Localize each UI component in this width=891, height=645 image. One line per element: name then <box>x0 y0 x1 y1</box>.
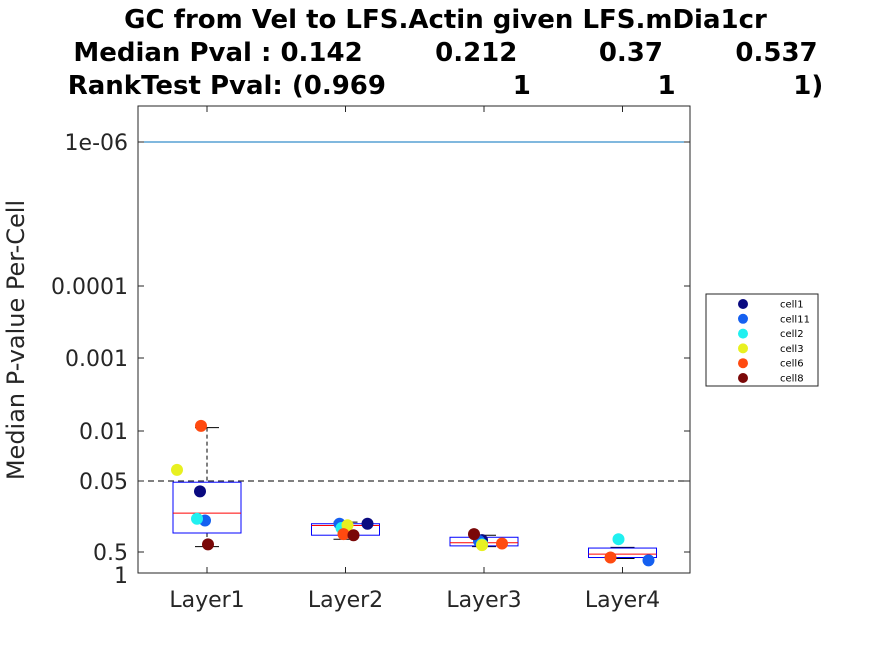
point-cell8 <box>347 529 360 542</box>
plot-area <box>137 105 691 574</box>
point-cell2 <box>191 512 203 525</box>
point-cell3 <box>476 539 488 552</box>
x-tick-label: Layer4 <box>585 588 660 613</box>
legend-box <box>705 293 819 387</box>
legend-marker-cell8 <box>738 373 748 383</box>
y-tick-label: 0.0001 <box>51 275 128 300</box>
legend-marker-cell2 <box>738 328 748 339</box>
box-layer4 <box>588 546 657 560</box>
x-tick-label: Layer2 <box>308 588 383 613</box>
point-cell3 <box>171 463 183 476</box>
point-cell6 <box>604 551 617 564</box>
chart-title-line-3: RankTest Pval: (0.969 1 1 1) <box>67 71 824 101</box>
point-cell1 <box>361 517 374 530</box>
y-axis-label: Median P-value Per-Cell <box>2 200 30 480</box>
y-tick-label: 0.01 <box>79 420 128 445</box>
legend-label-cell6: cell6 <box>780 359 804 370</box>
y-tick-label: 0.5 <box>93 541 128 566</box>
legend-label-cell11: cell11 <box>780 314 810 325</box>
y-tick-label: 1e-06 <box>65 131 128 156</box>
legend-label-cell1: cell1 <box>780 300 804 311</box>
point-cell6 <box>337 528 350 541</box>
point-cell8 <box>468 528 480 541</box>
chart-title-line-1: GC from Vel to LFS.Actin given LFS.mDia1… <box>124 5 767 35</box>
y-tick-label: 0.05 <box>79 470 128 495</box>
y-tick-label: 0.001 <box>65 347 128 372</box>
x-tick-label: Layer1 <box>169 588 244 613</box>
point-cell2 <box>612 533 625 546</box>
x-tick-label: Layer3 <box>446 588 521 613</box>
point-cell6 <box>195 419 207 432</box>
legend-marker-cell11 <box>738 313 748 324</box>
legend-label-cell3: cell3 <box>780 344 804 355</box>
point-cell8 <box>202 538 214 551</box>
y-tick-label: 1 <box>114 564 128 589</box>
legend-marker-cell1 <box>738 299 748 309</box>
box-body <box>588 547 657 559</box>
box-layer1 <box>172 427 242 548</box>
point-cell6 <box>496 537 508 550</box>
point-cell11 <box>642 554 655 567</box>
legend-label-cell2: cell2 <box>780 329 804 340</box>
legend: cell1 cell11 cell2 cell3 cell6 cell8 <box>705 293 819 387</box>
point-cell1 <box>194 485 206 498</box>
box-body <box>172 481 242 534</box>
chart-title-line-2: Median Pval : 0.142 0.212 0.37 0.537 <box>73 38 818 68</box>
legend-label-cell8: cell8 <box>780 374 804 385</box>
legend-marker-cell3 <box>738 343 748 354</box>
legend-marker-cell6 <box>738 358 748 369</box>
